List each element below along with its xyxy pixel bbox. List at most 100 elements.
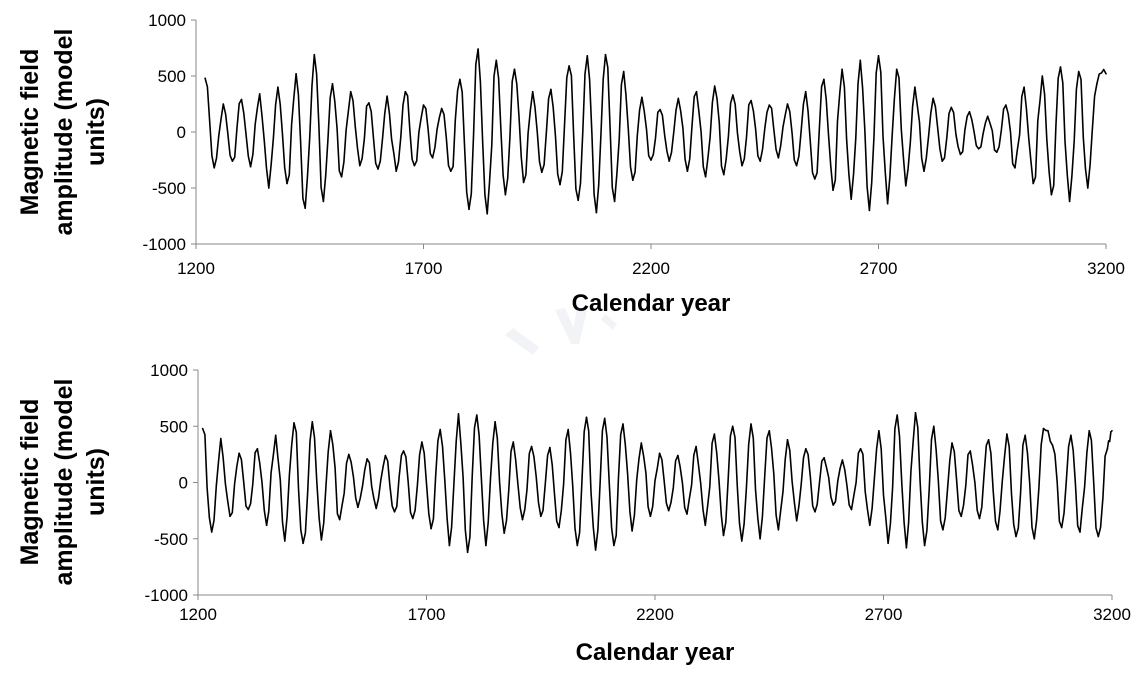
data-point — [395, 170, 398, 172]
y-tick-label: 1000 — [150, 361, 188, 380]
x-tick-label: 3200 — [1093, 605, 1131, 624]
data-point — [659, 108, 661, 111]
faint-watermark — [505, 308, 617, 355]
data-point — [249, 165, 252, 168]
data-point — [550, 88, 552, 91]
data-point — [513, 68, 516, 71]
data-point — [905, 185, 907, 187]
data-point — [786, 439, 789, 441]
x-axis-title: Calendar year — [576, 639, 735, 666]
data-point — [632, 179, 634, 181]
data-point — [522, 181, 525, 184]
data-point — [512, 441, 515, 443]
data-point — [1087, 187, 1089, 189]
data-point — [832, 189, 834, 191]
data-point — [677, 454, 679, 457]
data-point — [886, 202, 889, 205]
data-point — [777, 157, 780, 159]
data-point — [404, 90, 407, 93]
data-point — [795, 164, 798, 167]
data-point — [768, 104, 771, 106]
data-point — [322, 200, 325, 203]
data-point — [247, 508, 250, 511]
data-point — [1079, 531, 1081, 533]
x-axis-title: Calendar year — [572, 290, 731, 317]
data-point — [1059, 66, 1062, 68]
data-point — [265, 524, 268, 527]
data-point — [448, 544, 451, 547]
data-point — [759, 160, 761, 162]
data-point — [585, 416, 588, 419]
data-point — [222, 103, 225, 105]
data-point — [741, 164, 743, 167]
data-point — [959, 153, 962, 156]
data-point — [277, 86, 279, 88]
data-point — [722, 534, 725, 537]
data-point — [895, 68, 898, 71]
data-point — [1033, 538, 1036, 540]
data-point — [677, 97, 680, 100]
data-point — [1023, 86, 1025, 88]
data-point — [1032, 182, 1034, 185]
data-point — [850, 508, 853, 511]
data-point — [1050, 193, 1053, 196]
data-point — [485, 544, 487, 547]
data-point — [968, 111, 971, 113]
data-point — [357, 506, 359, 509]
data-point — [521, 518, 524, 521]
data-point — [914, 412, 917, 414]
data-point — [495, 59, 498, 62]
data-point — [302, 542, 304, 545]
data-point — [311, 421, 314, 423]
y-axis-title-line: units) — [82, 448, 110, 516]
data-point — [201, 427, 204, 430]
x-tick-label: 1200 — [179, 605, 217, 624]
data-point — [439, 428, 442, 431]
data-point — [823, 457, 825, 459]
data-point — [486, 213, 489, 215]
data-point — [440, 107, 443, 110]
data-point — [568, 65, 570, 67]
data-point — [923, 544, 926, 547]
data-point — [238, 452, 240, 455]
data-point — [741, 540, 743, 542]
data-point — [932, 97, 934, 100]
y-axis-title-line: units) — [82, 98, 110, 166]
data-point — [349, 90, 352, 93]
data-point — [923, 170, 925, 172]
data-point — [268, 187, 270, 189]
data-point — [978, 517, 981, 520]
y-axis-title-line: amplitude (model — [50, 379, 78, 586]
y-tick-label: -500 — [152, 179, 186, 198]
data-point — [576, 544, 579, 547]
data-point — [348, 453, 350, 456]
data-point — [804, 90, 807, 93]
y-tick-label: -1000 — [145, 586, 188, 605]
data-point — [841, 459, 844, 461]
data-point — [320, 539, 323, 541]
series-line — [204, 48, 1107, 215]
data-point — [240, 98, 243, 101]
data-point — [329, 430, 332, 432]
data-point — [1096, 83, 1098, 85]
y-axis-title-line: Magnetic field — [16, 399, 44, 566]
data-point — [695, 445, 697, 448]
x-tick-label: 1700 — [405, 259, 443, 278]
data-point — [768, 430, 771, 432]
data-point — [933, 425, 935, 428]
data-point — [1097, 535, 1100, 538]
data-point — [431, 157, 434, 159]
y-axis-title-line: Magnetic field — [16, 49, 44, 216]
data-point — [667, 509, 670, 512]
data-point — [477, 48, 479, 50]
y-tick-label: 1000 — [148, 11, 186, 30]
data-point — [732, 94, 734, 96]
data-point — [914, 86, 916, 88]
data-point — [386, 95, 388, 97]
data-point — [459, 78, 461, 81]
data-point — [295, 73, 297, 75]
x-tick-label: 1200 — [177, 259, 215, 278]
data-point — [466, 551, 469, 554]
data-point — [220, 437, 222, 440]
